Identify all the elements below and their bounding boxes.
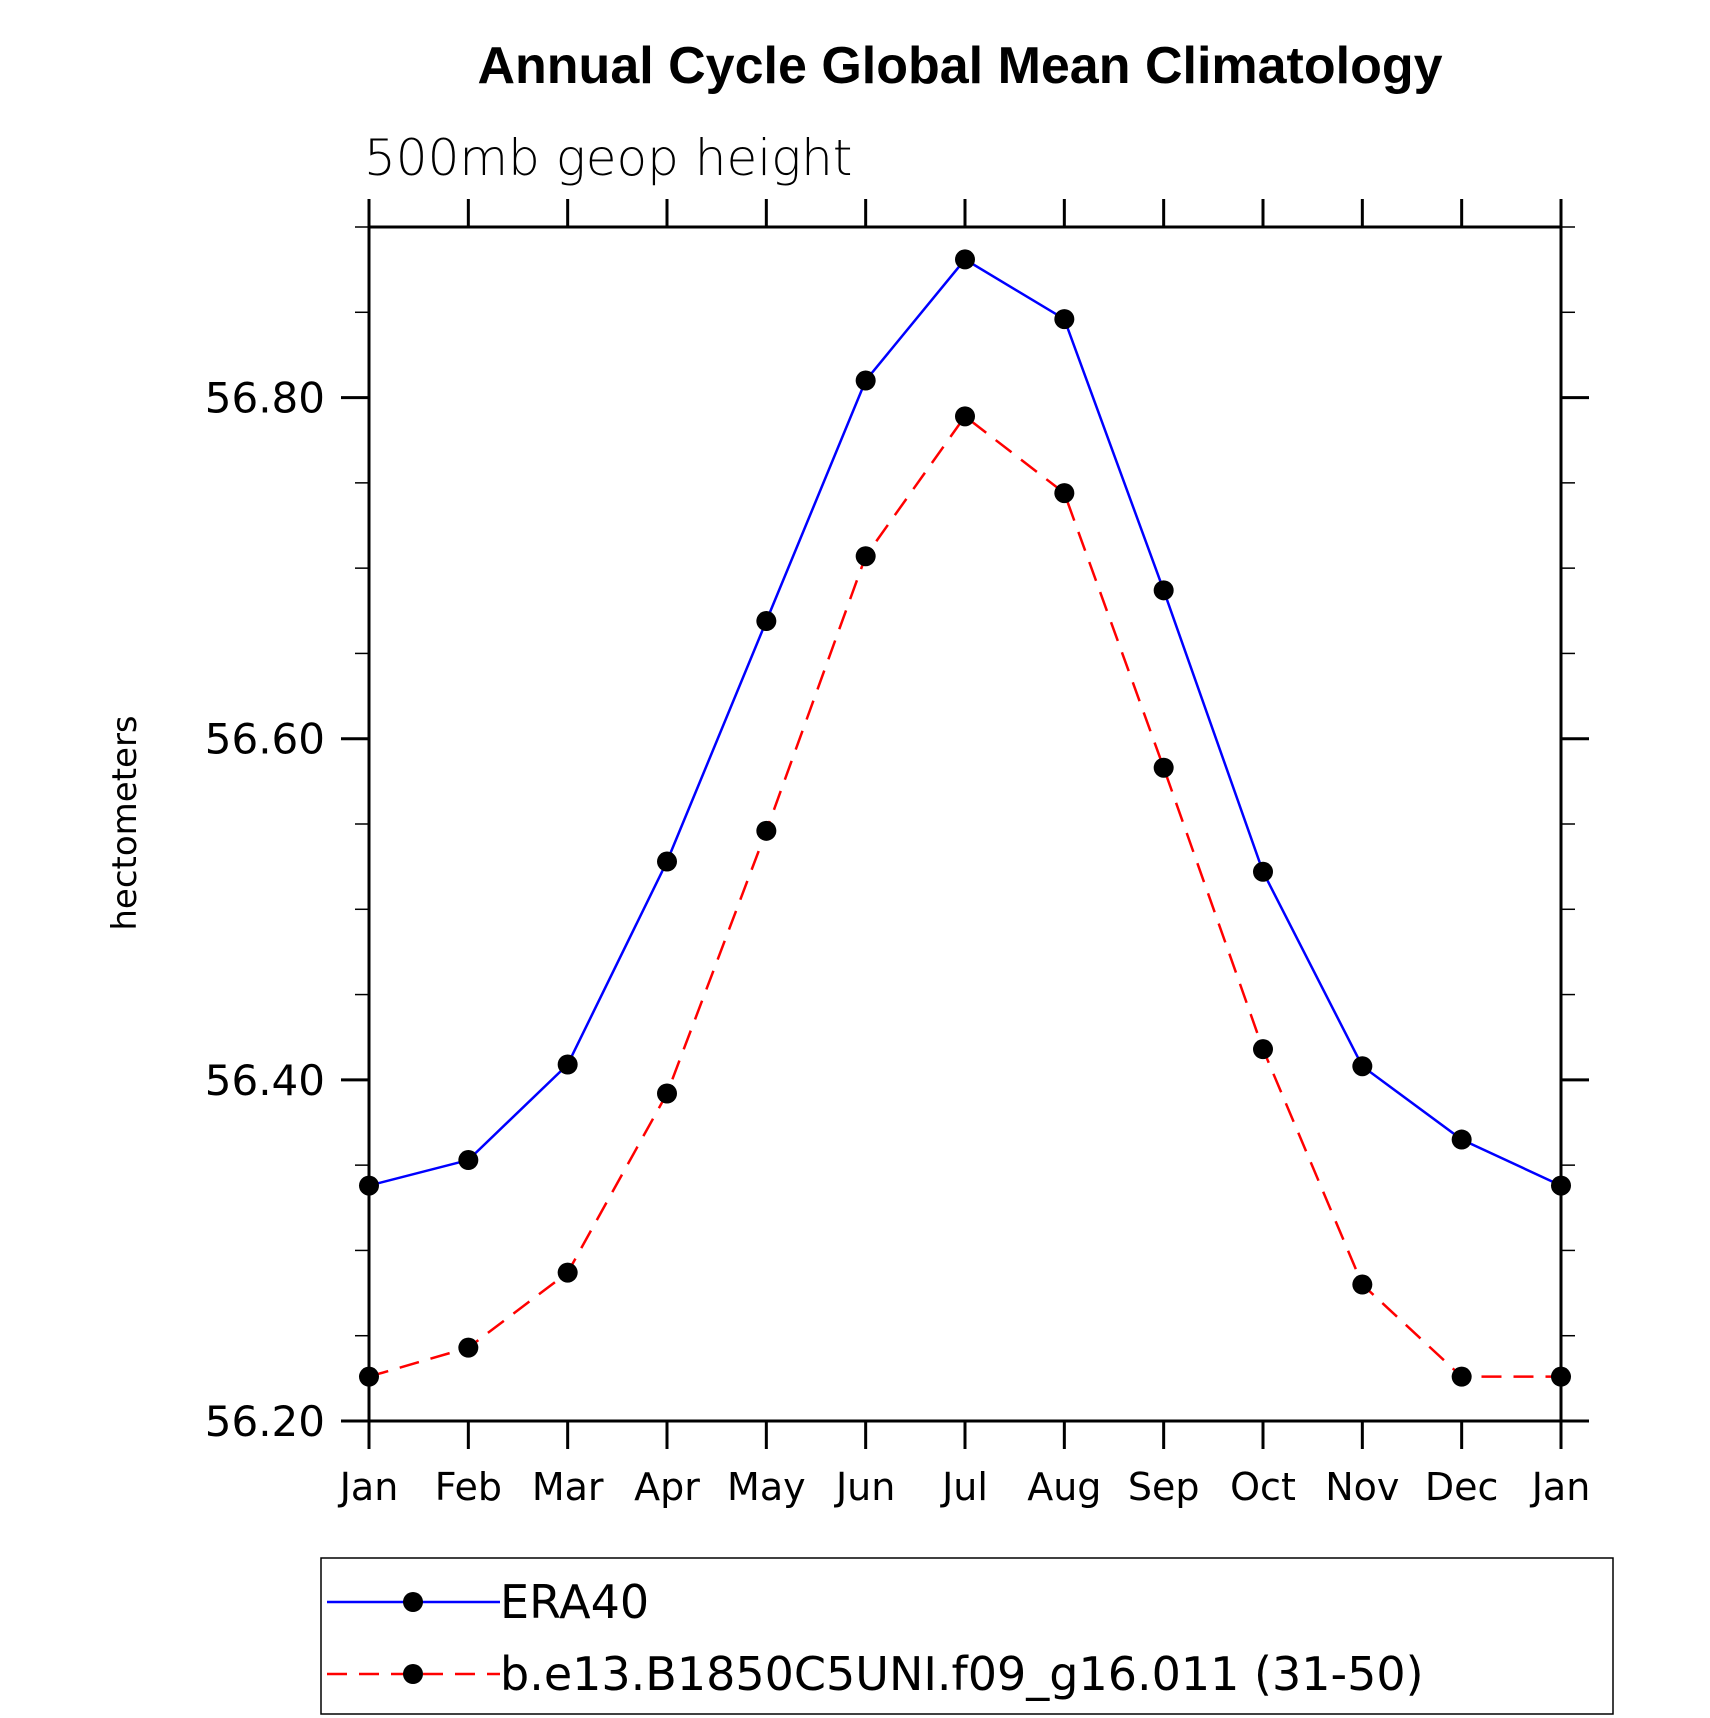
x-tick-label: Oct — [1230, 1465, 1296, 1509]
data-point — [657, 1083, 677, 1104]
data-point — [359, 1366, 379, 1387]
chart-title: Annual Cycle Global Mean Climatology — [477, 37, 1442, 95]
plot-frame — [367, 225, 1563, 1423]
data-point — [1253, 1039, 1273, 1060]
y-axis-label: hectometers — [105, 715, 145, 930]
data-point — [1153, 757, 1174, 778]
data-point — [955, 249, 975, 270]
y-tick-labels: 56.20 56.40 56.60 56.80 — [205, 374, 325, 1446]
legend-box — [320, 1557, 1614, 1715]
data-point — [1153, 580, 1174, 601]
plot-area — [367, 225, 1563, 1423]
y-tick-label: 56.40 — [205, 1056, 325, 1105]
series-2 — [359, 406, 1571, 1387]
legend-marker — [403, 1592, 423, 1612]
y-tick-label: 56.20 — [205, 1397, 325, 1446]
data-point — [1551, 1175, 1571, 1196]
axis-ticks — [341, 199, 1589, 1449]
data-point — [1054, 309, 1075, 330]
data-point — [1054, 483, 1075, 504]
data-point — [1352, 1274, 1373, 1295]
x-tick-label: Mar — [532, 1465, 604, 1509]
x-tick-label: Jun — [834, 1465, 895, 1509]
series-line — [368, 414, 1561, 1378]
data-point — [1352, 1056, 1373, 1077]
data-point — [756, 820, 777, 841]
data-point — [1451, 1366, 1472, 1387]
data-point — [955, 406, 975, 427]
x-tick-label: Feb — [435, 1465, 502, 1509]
data-point — [657, 851, 677, 872]
data-point — [1451, 1129, 1472, 1150]
legend: ERA40 b.e13.B1850C5UNI.f09_g16.011 (31-50… — [320, 1557, 1614, 1715]
x-tick-label: Aug — [1027, 1465, 1101, 1509]
x-tick-label: May — [727, 1465, 806, 1509]
y-tick-label: 56.80 — [205, 374, 325, 423]
data-point — [458, 1150, 479, 1171]
x-tick-label: Nov — [1325, 1465, 1399, 1509]
data-point — [1551, 1366, 1571, 1387]
legend-marker — [403, 1664, 423, 1684]
data-point — [855, 370, 876, 391]
data-point — [855, 546, 876, 567]
data-point — [458, 1337, 479, 1358]
data-point — [756, 611, 777, 632]
series-layer — [359, 249, 1571, 1387]
data-point — [1253, 861, 1273, 882]
data-point — [557, 1262, 578, 1283]
x-tick-label: Jan — [1530, 1465, 1591, 1509]
legend-label: b.e13.B1850C5UNI.f09_g16.011 (31-50) — [500, 1647, 1424, 1701]
series-line — [368, 257, 1562, 1187]
x-tick-label: Apr — [634, 1465, 700, 1509]
data-point — [359, 1175, 379, 1196]
data-point — [557, 1054, 578, 1075]
y-tick-label: 56.60 — [205, 715, 325, 764]
x-tick-labels: Jan Feb Mar Apr May Jun Jul Aug Sep Oct Nov Dec Jan — [338, 1465, 1591, 1509]
chart-subtitle: 500mb geop height — [364, 129, 852, 187]
x-tick-label: Jul — [940, 1465, 988, 1509]
legend-label: ERA40 — [500, 1575, 649, 1629]
series-1 — [359, 249, 1571, 1196]
x-tick-label: Jan — [338, 1465, 399, 1509]
x-tick-label: Dec — [1425, 1465, 1499, 1509]
x-tick-label: Sep — [1128, 1465, 1200, 1509]
